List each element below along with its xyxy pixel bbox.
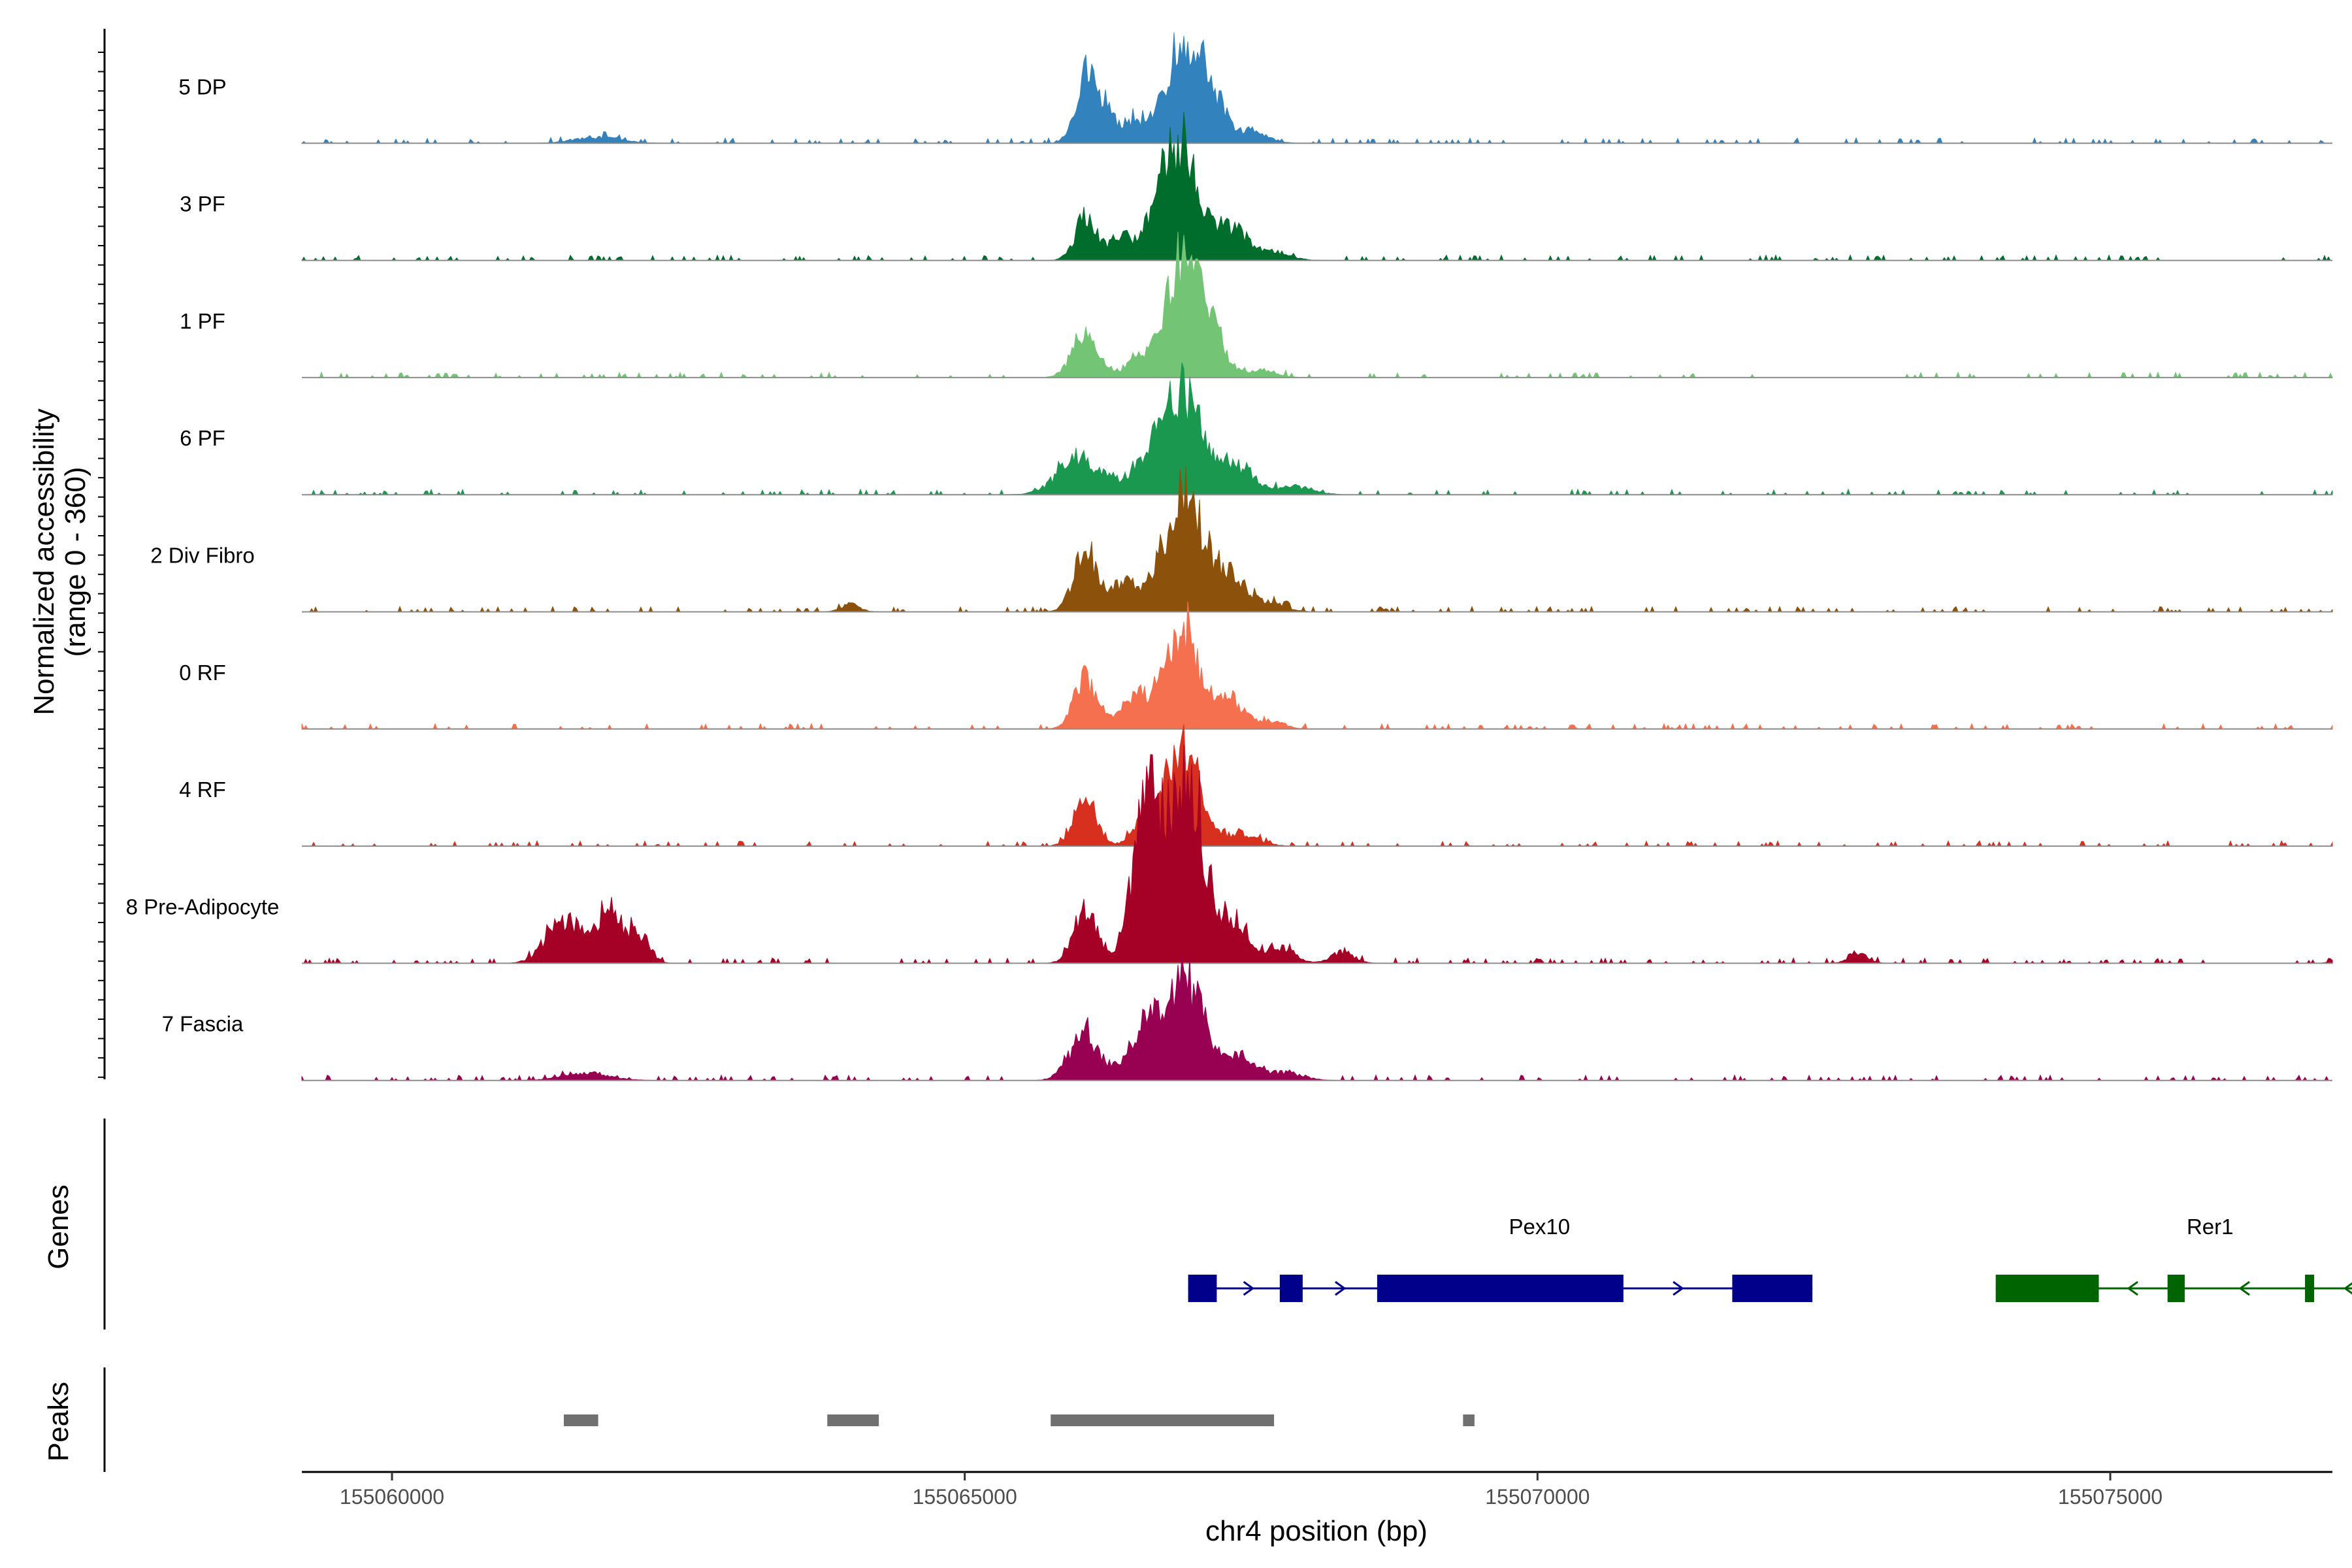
track-label: 3 PF [180,192,225,216]
track-label: 0 RF [179,661,226,685]
genes-y-axis-title: Genes [42,1184,74,1269]
track-label: 4 RF [179,777,226,802]
gene-exon [1377,1275,1624,1302]
coverage-track: 0 RF [179,601,2333,730]
track-label: 8 Pre-Adipocyte [126,894,280,919]
peak-region [1051,1414,1275,1426]
genes-panel: Pex10 Rer1 [103,1119,2352,1330]
track-label: 6 PF [180,426,225,450]
coverage-track: 1 PF [180,231,2333,379]
coverage-tracks: 5 DP 3 PF 1 PF 6 PF 2 Div Fibro 0 RF 4 RF 8 Pre… [126,32,2333,1081]
strand-arrow [1243,1281,1255,1296]
coverage-track: 4 RF [179,724,2333,847]
strand-arrow [1673,1281,1684,1296]
coverage-area [302,231,2333,379]
coverage-track: 3 PF [180,112,2332,261]
gene-exon [1732,1275,1813,1302]
peaks-panel [103,1367,1475,1472]
coverage-area [302,724,2333,847]
coverage-track: 5 DP [178,32,2332,144]
coverage-y-axis-title: Normalized accessibility [28,408,60,715]
track-label: 7 Fascia [162,1012,244,1036]
gene-label: Rer1 [2187,1215,2234,1239]
peaks-y-axis-title: Peaks [42,1382,74,1462]
x-tick-label: 155070000 [1485,1485,1590,1509]
coverage-track: 6 PF [180,362,2333,496]
gene-exon [2167,1275,2185,1302]
peak-region [1463,1414,1475,1426]
gene-exon [1279,1275,1303,1302]
coverage-track: 8 Pre-Adipocyte [126,745,2333,964]
strand-arrow [1335,1281,1347,1296]
gene-exon [2305,1275,2315,1302]
peak-region [827,1414,879,1426]
coverage-area [302,362,2333,496]
gene-label: Pex10 [1509,1215,1571,1239]
coverage-area [302,745,2333,964]
track-label: 2 Div Fibro [150,544,255,568]
coverage-area [301,955,2332,1081]
x-axis: 155060000 155065000 155070000 155075000 [302,1471,2332,1509]
track-label: 5 DP [178,74,226,99]
coverage-y-axis [98,29,106,1079]
coverage-y-axis-range: (range 0 - 360) [59,466,91,657]
strand-arrow [2127,1281,2138,1296]
coverage-area [301,32,2332,144]
peak-region [564,1414,598,1426]
coverage-area [302,466,2333,613]
coverage-track: 7 Fascia [162,955,2332,1081]
coverage-area [301,601,2333,730]
x-tick-label: 155065000 [913,1485,1017,1509]
gene-exon [1995,1275,2099,1302]
x-tick-label: 155075000 [2058,1485,2163,1509]
gene-exon [1188,1275,1217,1302]
track-label: 1 PF [180,309,225,333]
gene: Rer1 [1995,1215,2352,1302]
coverage-track: 2 Div Fibro [150,466,2333,613]
strand-arrow [2343,1282,2352,1295]
strand-arrow [2238,1281,2250,1296]
x-tick-label: 155060000 [340,1485,444,1509]
gene: Pex10 [1188,1215,1813,1302]
x-axis-title: chr4 position (bp) [1205,1515,1428,1547]
